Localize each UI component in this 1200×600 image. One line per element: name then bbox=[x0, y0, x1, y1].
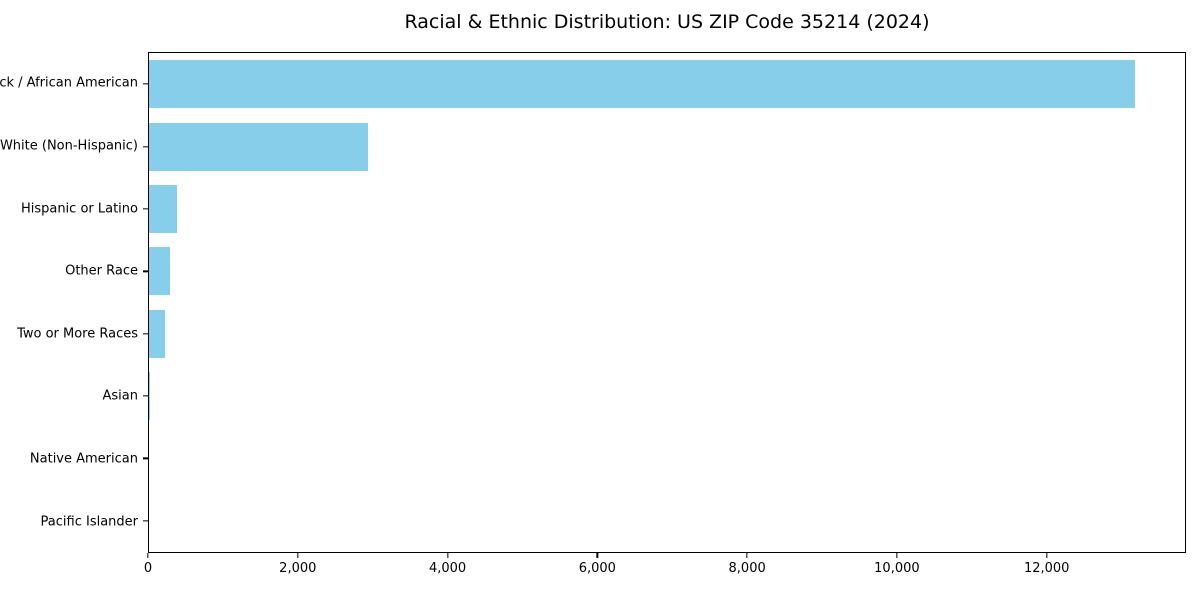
x-tick-label: 4,000 bbox=[428, 561, 467, 576]
y-tick-label-white-non-hispanic: White (Non-Hispanic) bbox=[0, 138, 138, 154]
y-tick-label-native-american: Native American bbox=[29, 451, 138, 467]
x-axis: 0 2,000 4,000 6,000 8,000 10,000 12,000 bbox=[144, 553, 1186, 583]
y-tick-mark bbox=[143, 395, 148, 397]
plot-area bbox=[143, 52, 1186, 553]
x-tick-label: 8,000 bbox=[728, 561, 766, 576]
y-tick-label-hispanic-or-latino: Hispanic or Latino bbox=[20, 201, 138, 217]
y-tick-mark bbox=[143, 83, 148, 85]
y-tick-label-asian: Asian bbox=[102, 388, 138, 404]
bar-two-or-more-races bbox=[149, 309, 165, 358]
bar-black-african-american bbox=[149, 60, 1135, 109]
x-tick-mark bbox=[446, 553, 449, 558]
y-tick-label-pacific-islander: Pacific Islander bbox=[40, 514, 138, 530]
y-axis-labels: Black / African American White (Non-Hispa… bbox=[0, 52, 138, 553]
bar-white-non-hispanic bbox=[149, 122, 368, 171]
y-tick-label-black-african-american: Black / African American bbox=[0, 75, 138, 91]
x-tick-label: 10,000 bbox=[874, 561, 920, 576]
x-tick-mark bbox=[297, 553, 299, 558]
y-tick-mark bbox=[143, 520, 148, 522]
x-tick-mark bbox=[1046, 553, 1048, 558]
x-tick-mark bbox=[147, 553, 149, 558]
bar-asian bbox=[149, 372, 151, 421]
bar-hispanic-or-latino bbox=[149, 184, 178, 233]
x-tick-label: 0 bbox=[143, 561, 153, 576]
x-tick-label: 2,000 bbox=[279, 561, 317, 576]
y-tick-mark bbox=[143, 333, 148, 335]
x-tick-mark bbox=[896, 553, 898, 558]
bar-other-race bbox=[149, 247, 171, 296]
x-tick-mark bbox=[596, 553, 598, 558]
chart-title: Racial & Ethnic Distribution: US ZIP Cod… bbox=[404, 11, 930, 33]
x-tick-mark bbox=[746, 553, 748, 558]
y-tick-label-two-or-more-races: Two or More Races bbox=[17, 326, 138, 342]
y-tick-mark bbox=[143, 145, 148, 148]
y-tick-mark bbox=[143, 270, 148, 272]
x-tick-label: 12,000 bbox=[1023, 561, 1070, 576]
y-tick-label-other-race: Other Race bbox=[65, 263, 138, 279]
x-tick-label: 6,000 bbox=[578, 561, 616, 576]
y-tick-mark bbox=[143, 457, 148, 460]
y-tick-mark bbox=[143, 208, 148, 210]
